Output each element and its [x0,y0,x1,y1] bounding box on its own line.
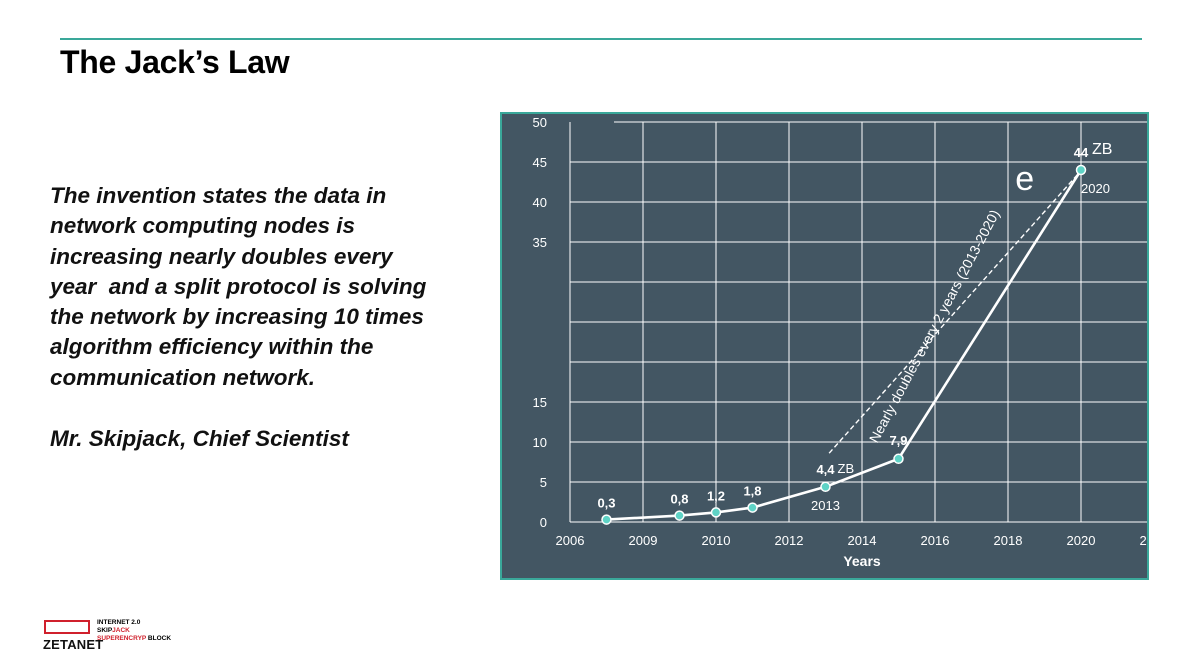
data-point [674,510,685,521]
logo-name: ZETANET [43,637,104,652]
data-point [601,514,612,525]
x-tick-label: 2022 [1140,533,1147,548]
y-tick-label: 45 [533,155,547,170]
data-label: 7,9 [889,433,907,448]
y-tick-label: 15 [533,395,547,410]
data-point [1075,164,1087,176]
line-chart: 0 5 10 15 35 40 45 50 2006 2009 2010 2012 2014 2016 20… [533,115,1147,569]
data-label: 44 [1074,145,1089,160]
logo-mark-icon [44,620,90,634]
data-label: 1,8 [743,484,761,499]
logo-line-3b: BLOCK [146,635,172,642]
data-label: 0,8 [670,492,688,507]
data-point [820,481,831,493]
quote-line: The invention states the data in [50,183,387,208]
x-tick-label: 2020 [1067,533,1096,548]
x-tick-label: 2006 [556,533,585,548]
quote-line: year and a split protocol is solving [50,273,427,299]
y-tick-label: 10 [533,435,547,450]
symbol-annotation: e [1015,160,1034,198]
trend-dashed-line [828,174,1078,454]
chart-panel: 0 5 10 15 35 40 45 50 2006 2009 2010 2012 2014 2016 20… [500,112,1149,580]
year-annotation: 2020 [1081,181,1110,196]
x-tick-label: 2010 [702,533,731,548]
data-point [747,502,758,513]
logo-line-1: INTERNET 2.0 [97,619,141,626]
year-annotation: 2013 [811,498,840,513]
company-logo: ZETANET INTERNET 2.0 SKIPJACK SUPERENCRY… [42,618,202,652]
quote-line: algorithm efficiency within the [50,334,374,360]
logo-line-3a: SUPERENCRYP [97,635,147,642]
logo-line-2b: JACK [112,627,130,634]
y-tick-label: 0 [540,515,547,530]
slide-title: The Jack’s Law [60,44,290,80]
quote-line: network computing nodes is [50,213,356,239]
data-label: 1,2 [707,488,725,503]
top-rule [60,38,1142,40]
quote-block: The invention states the data in network… [50,181,490,393]
quote-line: communication network. [50,364,316,390]
logo-line-2a: SKIP [97,627,113,634]
zb-unit-label: ZB [838,461,855,476]
zb-unit-label: ZB [1092,141,1112,158]
logo-tagline: INTERNET 2.0 SKIPJACK SUPERENCRYP BLOCK [97,619,171,643]
quote-line: the network by increasing 10 times [50,304,424,330]
x-tick-label: 2018 [994,533,1023,548]
y-tick-label: 5 [540,475,547,490]
x-axis-label: Years [843,553,881,569]
y-tick-label: 35 [533,235,547,250]
quote-line: increasing nearly doubles every [50,243,393,269]
data-point [710,507,722,518]
data-point [893,453,904,465]
x-tick-label: 2012 [775,533,804,548]
y-tick-label: 40 [533,195,547,210]
y-tick-label: 50 [533,115,547,130]
data-label: 0,3 [597,496,615,511]
data-label: 4,4 [816,462,835,477]
x-tick-label: 2009 [629,533,658,548]
quote-attribution: Mr. Skipjack, Chief Scientist [50,426,349,451]
x-tick-label: 2014 [848,533,877,548]
x-tick-label: 2016 [921,533,950,548]
